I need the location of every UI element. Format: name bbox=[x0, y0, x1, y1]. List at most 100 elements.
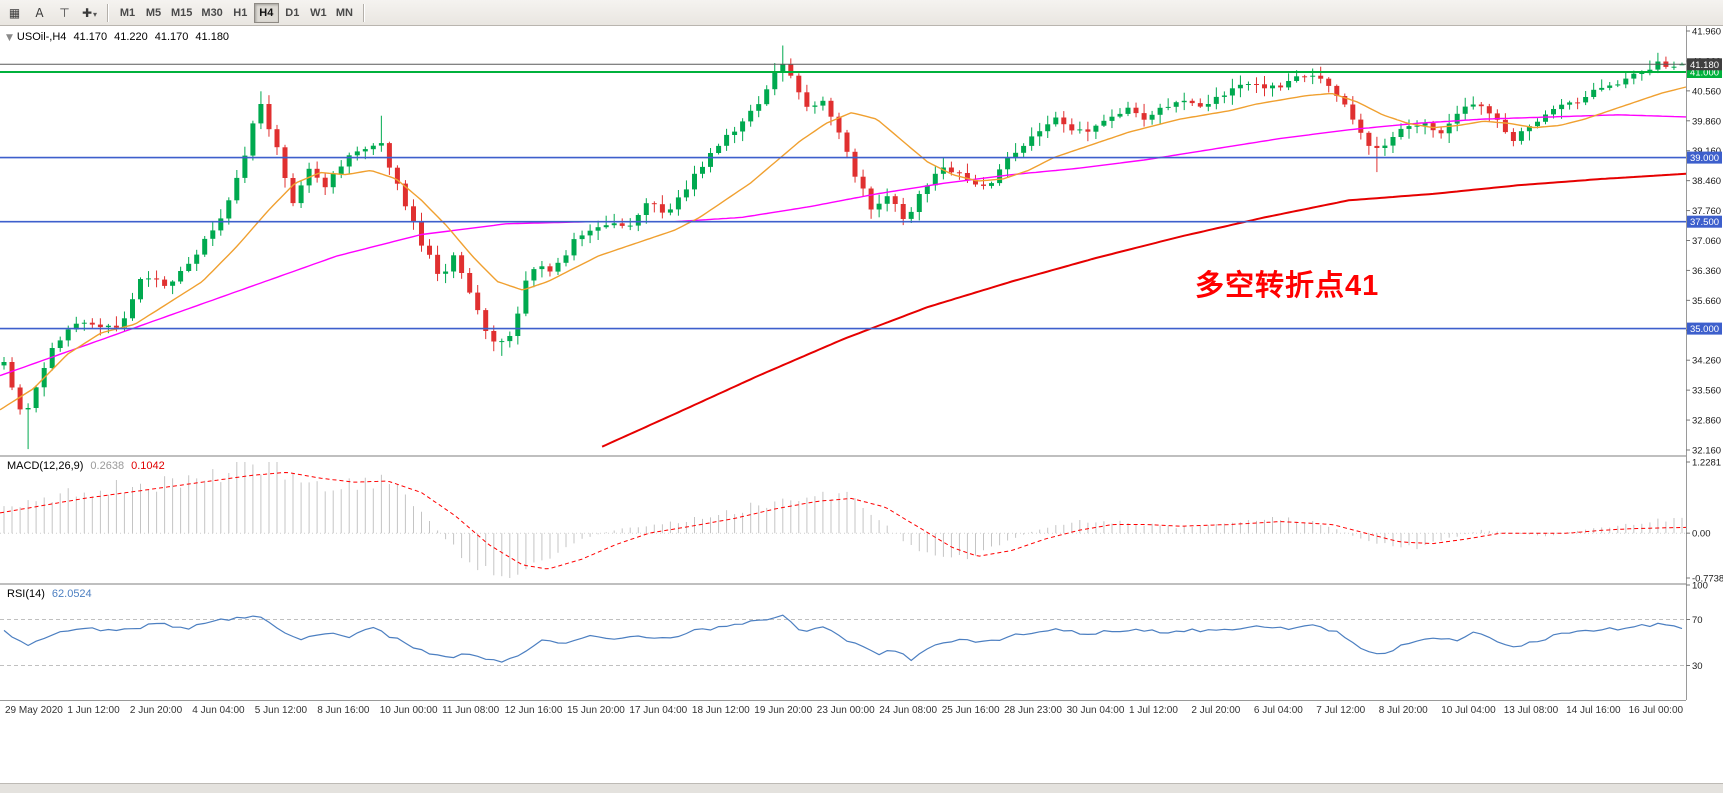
time-axis-label: 29 May 2020 bbox=[5, 705, 63, 716]
price-tick-label: 38.460 bbox=[1692, 176, 1721, 187]
rsi-line bbox=[3, 614, 1683, 663]
timeframe-button-w1[interactable]: W1 bbox=[306, 3, 331, 23]
ohlc-close: 41.180 bbox=[195, 31, 230, 43]
time-axis-label: 8 Jul 20:00 bbox=[1379, 705, 1428, 716]
time-axis-label: 10 Jul 04:00 bbox=[1441, 705, 1496, 716]
svg-text:41.000: 41.000 bbox=[1690, 68, 1719, 79]
time-axis-label: 18 Jun 12:00 bbox=[692, 705, 750, 716]
time-axis-label: 30 Jun 04:00 bbox=[1067, 705, 1125, 716]
vertical-line-tool-icon[interactable]: ⊤ bbox=[53, 2, 76, 23]
time-axis-label: 17 Jun 04:00 bbox=[629, 705, 687, 716]
price-tick-label: 32.860 bbox=[1692, 416, 1721, 427]
timeframe-button-m15[interactable]: M15 bbox=[167, 3, 196, 23]
svg-text:37.500: 37.500 bbox=[1690, 217, 1719, 228]
timeframe-button-d1[interactable]: D1 bbox=[280, 3, 305, 23]
price-tick-label: 35.660 bbox=[1692, 296, 1721, 307]
chart-info-line: ▼ USOil-,H4 41.170 41.220 41.170 41.180 bbox=[6, 31, 229, 43]
ma-fast-orange-line bbox=[0, 86, 1687, 411]
macd-histogram bbox=[3, 462, 1683, 578]
ohlc-low: 41.170 bbox=[154, 31, 189, 43]
time-axis-label: 6 Jul 04:00 bbox=[1254, 705, 1303, 716]
time-axis-label: 28 Jun 23:00 bbox=[1004, 705, 1062, 716]
time-axis-label: 1 Jun 12:00 bbox=[67, 705, 120, 716]
price-tick-label: 37.060 bbox=[1692, 236, 1721, 247]
ma-mid-magenta-line bbox=[0, 114, 1687, 377]
timeframe-button-h4[interactable]: H4 bbox=[253, 2, 279, 23]
price-tick-label: 33.560 bbox=[1692, 386, 1721, 397]
time-axis-label: 2 Jul 20:00 bbox=[1191, 705, 1240, 716]
timeframe-button-m30[interactable]: M30 bbox=[197, 3, 226, 23]
chart-annotation: 多空转折点41 bbox=[1195, 270, 1380, 302]
macd-value-signal: 0.1042 bbox=[131, 460, 165, 472]
panel-separator-rsi[interactable] bbox=[0, 583, 1723, 585]
macd-scale-label: 0.00 bbox=[1692, 529, 1711, 540]
crosshair-tool-button[interactable]: ✚▾ bbox=[78, 2, 101, 23]
time-axis-label: 25 Jun 16:00 bbox=[942, 705, 1000, 716]
macd-indicator-label: MACD(12,26,9) 0.2638 0.1042 bbox=[7, 460, 165, 472]
svg-text:41.180: 41.180 bbox=[1690, 60, 1719, 71]
rsi-scale-label: 70 bbox=[1692, 615, 1703, 626]
time-axis-label: 11 Jun 08:00 bbox=[442, 705, 500, 716]
time-axis-label: 1 Jul 12:00 bbox=[1129, 705, 1178, 716]
timeframe-toolbar: M1 M5 M15 M30 H1 H4 D1 W1 MN bbox=[115, 2, 357, 23]
level-price-tag-37.500 bbox=[1687, 215, 1722, 228]
time-axis-label: 2 Jun 20:00 bbox=[130, 705, 183, 716]
timeframe-button-mn[interactable]: MN bbox=[332, 3, 357, 23]
level-price-tag-39.000 bbox=[1687, 151, 1722, 164]
crosshair-tool-icon: ✚ bbox=[81, 5, 93, 20]
time-axis-label: 12 Jun 16:00 bbox=[505, 705, 563, 716]
level-price-tag-35.000 bbox=[1687, 322, 1722, 335]
time-axis-label: 14 Jul 16:00 bbox=[1566, 705, 1621, 716]
chart-area: 41.96041.26040.56039.86039.16038.46037.7… bbox=[0, 26, 1723, 716]
price-tick-label: 36.360 bbox=[1692, 266, 1721, 277]
ma-slow-red-line bbox=[601, 172, 1687, 448]
rsi-scale-label: 100 bbox=[1692, 581, 1708, 592]
time-axis-label: 10 Jun 00:00 bbox=[380, 705, 438, 716]
panel-separator-macd[interactable] bbox=[0, 455, 1723, 457]
price-tick-label: 40.560 bbox=[1692, 86, 1721, 97]
price-tick-label: 32.160 bbox=[1692, 446, 1721, 457]
time-axis-label: 24 Jun 08:00 bbox=[879, 705, 937, 716]
time-axis-label: 7 Jul 12:00 bbox=[1316, 705, 1365, 716]
ohlc-high: 41.220 bbox=[114, 31, 148, 43]
price-tick-label: 34.260 bbox=[1692, 356, 1721, 367]
timeframe-button-h1[interactable]: H1 bbox=[228, 3, 253, 23]
timeframe-button-m1[interactable]: M1 bbox=[115, 3, 140, 23]
price-tick-label: 41.960 bbox=[1692, 27, 1721, 38]
bid-price-tag bbox=[1687, 58, 1722, 71]
macd-value-main: 0.2638 bbox=[90, 460, 125, 472]
rsi-scale-label: 30 bbox=[1692, 661, 1703, 672]
time-axis-label: 15 Jun 20:00 bbox=[567, 705, 625, 716]
chart-canvas[interactable]: 41.96041.26040.56039.86039.16038.46037.7… bbox=[0, 26, 1723, 716]
time-axis-label: 4 Jun 04:00 bbox=[192, 705, 245, 716]
toolbar-separator bbox=[107, 3, 109, 22]
symbol-period-label: USOil-,H4 bbox=[16, 31, 67, 43]
macd-name: MACD(12,26,9) bbox=[7, 460, 84, 472]
rsi-value: 62.0524 bbox=[51, 588, 92, 600]
time-axis-label: 8 Jun 16:00 bbox=[317, 705, 370, 716]
timeframe-button-m5[interactable]: M5 bbox=[141, 3, 166, 23]
toolbar-separator-2 bbox=[362, 3, 365, 22]
window-background bbox=[0, 716, 1723, 783]
rsi-name: RSI(14) bbox=[7, 588, 45, 600]
svg-text:35.000: 35.000 bbox=[1690, 324, 1719, 335]
macd-signal-line bbox=[0, 471, 1687, 570]
chart-grid-icon[interactable]: ▦ bbox=[3, 2, 26, 23]
text-tool-icon[interactable]: A bbox=[28, 2, 51, 23]
time-axis-label: 13 Jul 08:00 bbox=[1504, 705, 1559, 716]
time-axis-label: 19 Jun 20:00 bbox=[754, 705, 812, 716]
price-tick-label: 39.860 bbox=[1692, 116, 1721, 127]
rsi-indicator-label: RSI(14) 62.0524 bbox=[7, 588, 92, 600]
price-tick-label: 37.760 bbox=[1692, 206, 1721, 217]
ohlc-open: 41.170 bbox=[73, 31, 108, 43]
price-scale-column[interactable] bbox=[1686, 26, 1723, 716]
time-axis-label: 5 Jun 12:00 bbox=[255, 705, 308, 716]
collapse-arrow-icon[interactable]: ▼ bbox=[6, 33, 13, 43]
macd-scale-label: 1.2281 bbox=[1692, 458, 1721, 469]
bottom-status-strip bbox=[0, 783, 1723, 793]
dropdown-arrow-icon: ▾ bbox=[93, 9, 98, 19]
time-axis-label: 16 Jul 00:00 bbox=[1629, 705, 1684, 716]
candlestick-series bbox=[1, 45, 1685, 450]
time-axis-label: 23 Jun 00:00 bbox=[817, 705, 875, 716]
